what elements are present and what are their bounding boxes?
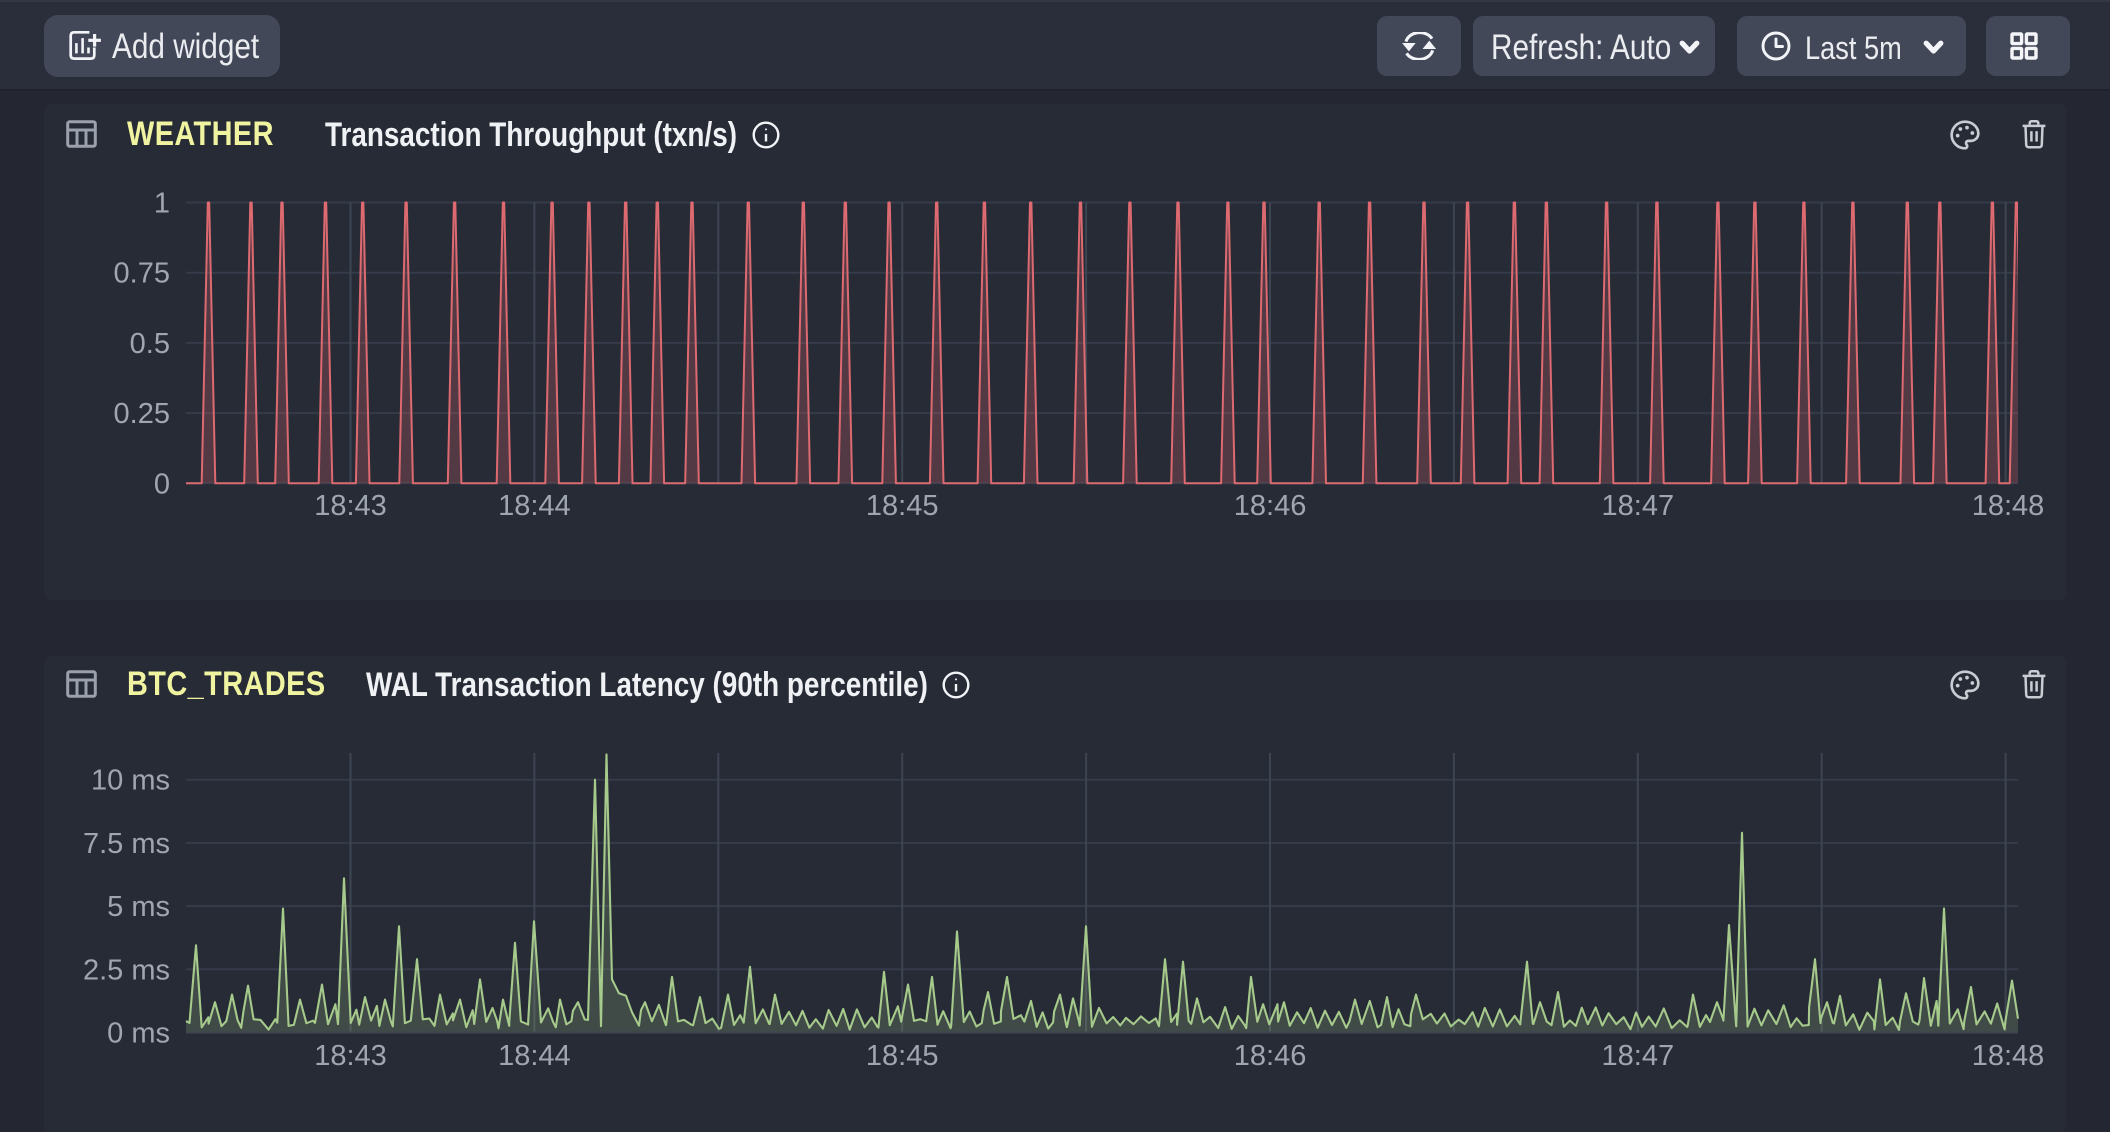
svg-text:18:46: 18:46 [1234, 1040, 1307, 1072]
svg-text:10 ms: 10 ms [91, 765, 170, 797]
svg-text:18:43: 18:43 [314, 1040, 387, 1072]
svg-text:2.5 ms: 2.5 ms [83, 954, 170, 986]
svg-text:18:46: 18:46 [1234, 490, 1307, 522]
svg-text:18:47: 18:47 [1602, 1040, 1675, 1072]
svg-text:0 ms: 0 ms [107, 1018, 170, 1050]
svg-text:1: 1 [154, 188, 170, 220]
svg-text:18:43: 18:43 [314, 490, 387, 522]
svg-text:18:45: 18:45 [866, 490, 939, 522]
svg-text:0.5: 0.5 [130, 328, 170, 360]
svg-text:18:44: 18:44 [498, 1040, 571, 1072]
svg-text:5 ms: 5 ms [107, 891, 170, 923]
svg-text:0.75: 0.75 [114, 258, 170, 290]
svg-text:18:44: 18:44 [498, 490, 571, 522]
svg-text:0: 0 [154, 468, 170, 500]
svg-text:18:48: 18:48 [1972, 490, 2045, 522]
svg-text:18:45: 18:45 [866, 1040, 939, 1072]
svg-text:18:48: 18:48 [1972, 1040, 2045, 1072]
svg-text:7.5 ms: 7.5 ms [83, 828, 170, 860]
svg-text:0.25: 0.25 [114, 398, 170, 430]
svg-text:18:47: 18:47 [1602, 490, 1675, 522]
